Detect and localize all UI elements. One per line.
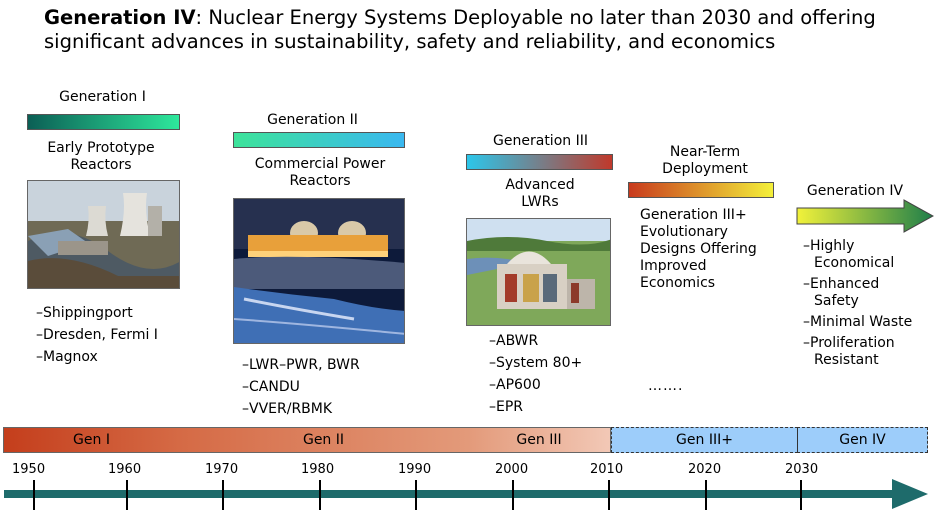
timeline-segment-gen2: Gen II xyxy=(179,427,469,453)
gen3plus-subtitle: Generation III+ Evolutionary Designs Off… xyxy=(640,207,757,291)
gen1-bar xyxy=(27,114,180,130)
year-label: 1990 xyxy=(398,462,432,477)
year-label: 2010 xyxy=(590,462,624,477)
gen3plus-bar xyxy=(628,182,774,198)
list-item: –VVER/RBMK xyxy=(242,401,333,417)
segment-label: Gen III+ xyxy=(676,432,733,448)
year-label: 1970 xyxy=(205,462,239,477)
timeline-segment-gen4: Gen IV xyxy=(797,427,928,453)
gen3-bar xyxy=(466,154,613,170)
timeline-segment-gen1: Gen I xyxy=(3,427,180,453)
list-item: –Magnox xyxy=(36,349,98,365)
list-item: –AP600 xyxy=(489,377,541,393)
segment-label: Gen II xyxy=(302,432,345,448)
list-item: –ABWR xyxy=(489,333,539,349)
list-item: –LWR–PWR, BWR xyxy=(242,357,360,373)
year-label: 1960 xyxy=(108,462,142,477)
segment-label: Gen I xyxy=(73,432,110,448)
year-label: 2030 xyxy=(785,462,819,477)
gen3-reactor-photo xyxy=(466,218,611,326)
gen3-list: –ABWR –System 80+ –AP600 –EPR xyxy=(489,330,582,418)
gen3plus-ellipsis: ……. xyxy=(648,378,684,394)
list-item: –System 80+ xyxy=(489,355,583,371)
timeline-segment-gen3: Gen III xyxy=(468,427,611,453)
list-item: –CANDU xyxy=(242,379,300,395)
gen3-subtitle: Advanced LWRs xyxy=(505,177,575,210)
page-title: Generation IV: Nuclear Energy Systems De… xyxy=(44,6,924,54)
gen1-reactor-photo xyxy=(27,180,180,289)
segment-label: Gen III xyxy=(516,432,562,448)
gen4-arrow xyxy=(796,199,935,233)
segment-label: Gen IV xyxy=(839,432,886,448)
timeline-axis xyxy=(0,476,936,512)
gen3plus-label: Near-Term Deployment xyxy=(662,144,748,177)
gen4-label: Generation IV xyxy=(806,183,904,199)
gen2-subtitle: Commercial Power Reactors xyxy=(254,156,386,189)
list-item: –Minimal Waste xyxy=(803,314,913,330)
gen2-label: Generation II xyxy=(267,112,358,128)
title-bold: Generation IV xyxy=(44,6,196,29)
list-item: –Enhanced Safety xyxy=(803,276,880,309)
year-label: 2000 xyxy=(495,462,529,477)
gen2-list: –LWR–PWR, BWR –CANDU –VVER/RBMK xyxy=(242,354,360,420)
list-item: –Highly Economical xyxy=(803,238,895,271)
gen3-label: Generation III xyxy=(493,133,588,149)
list-item: –Dresden, Fermi I xyxy=(36,327,158,343)
list-item: –Shippingport xyxy=(36,305,133,321)
timeline-segment-gen3plus: Gen III+ xyxy=(611,427,798,453)
year-label: 1950 xyxy=(12,462,46,477)
title-rest: : Nuclear Energy Systems Deployable no l… xyxy=(44,6,876,53)
list-item: –Proliferation Resistant xyxy=(803,335,895,368)
year-label: 1980 xyxy=(301,462,335,477)
gen4-list: –Highly Economical –Enhanced Safety –Min… xyxy=(803,238,928,369)
gen1-subtitle: Early Prototype Reactors xyxy=(47,140,155,173)
gen1-list: –Shippingport –Dresden, Fermi I –Magnox xyxy=(36,302,158,368)
gen2-bar xyxy=(233,132,405,148)
list-item: –EPR xyxy=(489,399,524,415)
gen2-reactor-photo xyxy=(233,198,405,344)
year-label: 2020 xyxy=(688,462,722,477)
gen1-label: Generation I xyxy=(59,89,146,105)
